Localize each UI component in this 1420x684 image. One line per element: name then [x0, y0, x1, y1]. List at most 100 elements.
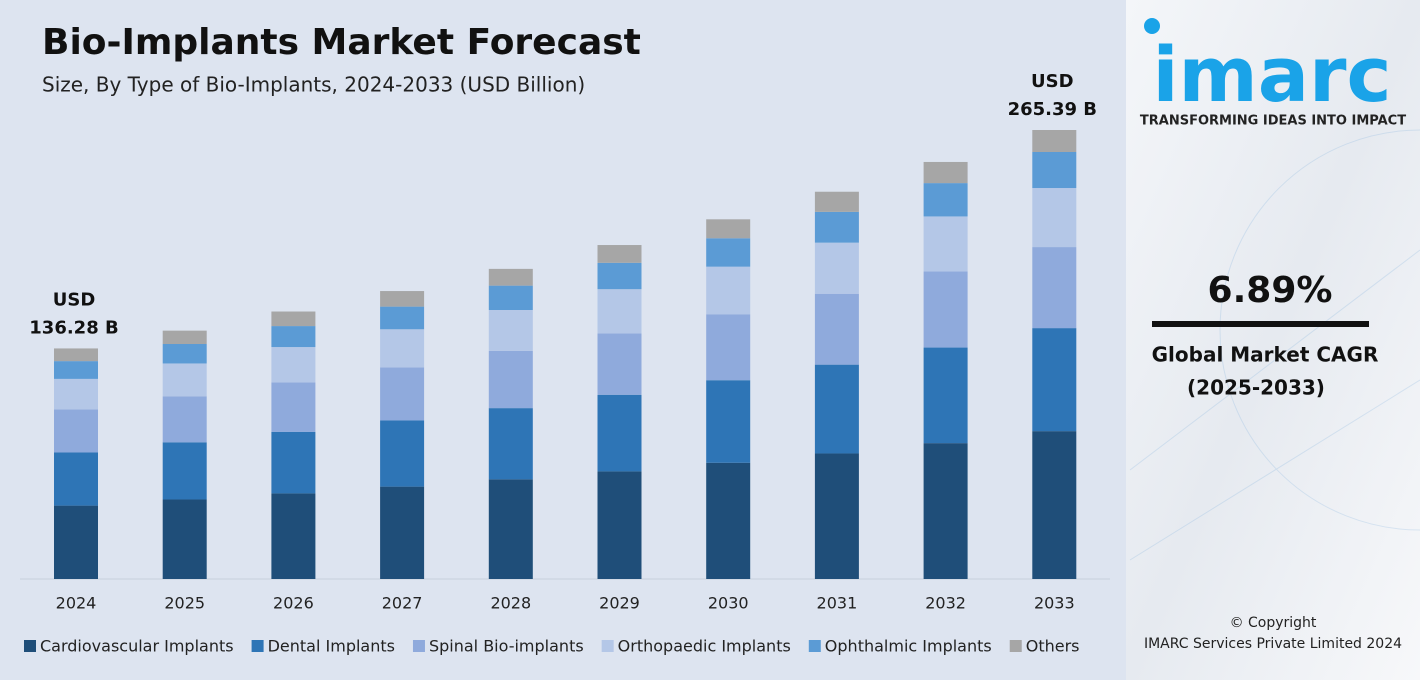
cagr-period: (2025-2033) [1187, 376, 1325, 400]
legend-label: Cardiovascular Implants [40, 637, 234, 656]
total-label: 265.39 B [1008, 99, 1097, 120]
bar-segment [380, 329, 425, 368]
bar-segment [706, 219, 751, 239]
bar-segment [380, 367, 425, 421]
bar-segment [706, 380, 751, 463]
bar-segment [54, 452, 98, 506]
bar-segment [814, 364, 859, 454]
bar-segment [597, 289, 642, 334]
bar-segment [488, 479, 533, 579]
bar-segment [597, 245, 642, 263]
bar-segment [814, 293, 859, 365]
legend-label: Dental Implants [268, 637, 395, 656]
x-tick-label: 2029 [599, 594, 640, 613]
bar-segment [706, 238, 751, 267]
bar-segment [597, 333, 642, 395]
bar-segment [706, 462, 751, 579]
bar-segment [814, 191, 859, 212]
x-tick-label: 2026 [273, 594, 314, 613]
tagline: TRANSFORMING IDEAS INTO IMPACT [1140, 114, 1406, 129]
cagr-value: 6.89% [1208, 270, 1333, 311]
bar-segment [54, 505, 98, 579]
bar-segment [162, 363, 207, 397]
x-tick-label: 2032 [925, 594, 966, 613]
bar-segment [706, 314, 751, 381]
copyright: © Copyright [1230, 615, 1317, 631]
bar-segment [54, 361, 98, 379]
x-tick-label: 2024 [56, 594, 97, 613]
x-tick-label: 2030 [708, 594, 749, 613]
bar-segment [271, 347, 316, 383]
copyright-owner: IMARC Services Private Limited 2024 [1144, 636, 1402, 652]
bar-segment [1032, 130, 1077, 152]
bar-segment [162, 396, 207, 443]
bar-segment [162, 442, 207, 500]
legend-swatch [251, 640, 264, 652]
bar-segment [923, 216, 968, 272]
bar-segment [1032, 247, 1077, 329]
bar-segment [814, 242, 859, 294]
bar-segment [923, 161, 968, 184]
bar-segment [380, 306, 425, 330]
bar-segment [923, 347, 968, 444]
bar-segment [162, 330, 207, 345]
bar-segment [488, 268, 533, 286]
legend-label: Orthopaedic Implants [618, 637, 791, 656]
x-tick-label: 2031 [817, 594, 858, 613]
bar-segment [814, 211, 859, 243]
sidebar-background [1126, 0, 1420, 680]
bar-segment [923, 443, 968, 579]
bar-segment [271, 311, 316, 327]
legend-swatch [24, 640, 36, 652]
bar-segment [271, 493, 316, 579]
logo-dot [1144, 18, 1160, 34]
bar-segment [271, 431, 316, 494]
bar-segment [380, 291, 425, 307]
total-label: USD [53, 289, 96, 310]
legend-label: Others [1026, 637, 1080, 656]
legend-label: Spinal Bio-implants [429, 637, 584, 656]
x-tick-label: 2028 [490, 594, 531, 613]
bar-segment [597, 262, 642, 290]
total-label: USD [1031, 71, 1074, 92]
bar-segment [488, 350, 533, 409]
x-tick-label: 2025 [164, 594, 205, 613]
bar-segment [380, 486, 425, 579]
x-tick-label: 2027 [382, 594, 423, 613]
bar-segment [271, 382, 316, 432]
chart-subtitle: Size, By Type of Bio-Implants, 2024-2033… [42, 73, 585, 97]
bar-segment [271, 326, 316, 348]
x-tick-label: 2033 [1034, 594, 1075, 613]
bar-segment [706, 266, 751, 315]
bar-segment [597, 471, 642, 579]
bar-segment [923, 183, 968, 217]
bar-segment [814, 453, 859, 579]
bar-segment [923, 271, 968, 348]
bar-segment [162, 344, 207, 364]
total-label: 136.28 B [29, 317, 118, 338]
bar-segment [488, 285, 533, 310]
bar-segment [54, 409, 98, 453]
cagr-rule [1152, 321, 1369, 327]
legend-swatch [1009, 640, 1022, 652]
legend-swatch [601, 640, 614, 652]
bar-segment [488, 408, 533, 480]
bar-segment [162, 499, 207, 579]
legend-swatch [808, 640, 821, 652]
sidebar-decoration [1129, 129, 1420, 561]
bar-segment [488, 309, 533, 351]
bar-segment [1032, 151, 1077, 189]
cagr-label: Global Market CAGR [1152, 343, 1379, 367]
legend-label: Ophthalmic Implants [825, 637, 992, 656]
bar-segment [1032, 188, 1077, 248]
bar-segment [597, 394, 642, 472]
bar-segment [54, 348, 98, 362]
chart-title: Bio-Implants Market Forecast [42, 22, 641, 63]
bar-segment [54, 378, 98, 410]
legend-swatch [412, 640, 425, 652]
bar-segment [1032, 431, 1077, 579]
bar-segment [380, 420, 425, 487]
logo: imarc [1152, 30, 1391, 119]
